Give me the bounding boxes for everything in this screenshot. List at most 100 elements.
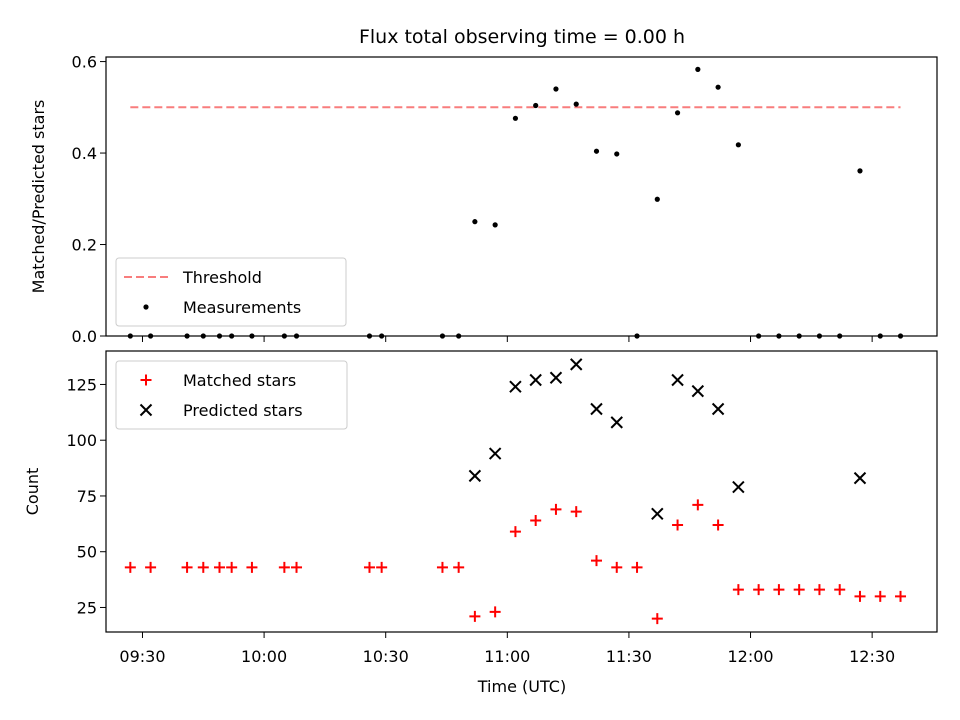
matched-star-point xyxy=(651,613,663,625)
predicted-star-point xyxy=(671,373,684,387)
predicted-star-point xyxy=(651,507,664,521)
predicted-star-point xyxy=(590,402,603,416)
x-tick-label: 10:00 xyxy=(241,647,287,666)
predicted-star-point xyxy=(529,373,542,387)
data-point xyxy=(593,148,600,154)
data-point xyxy=(654,196,660,202)
matched-star-point xyxy=(145,561,157,573)
matched-star-point xyxy=(753,584,765,596)
matched-star-point xyxy=(854,590,866,602)
matched-star-point xyxy=(550,503,562,515)
matched-star-point xyxy=(590,555,602,567)
series-matched-stars xyxy=(124,499,907,625)
data-point xyxy=(512,115,519,121)
top-y-tick-label: 0.4 xyxy=(72,144,97,163)
top-legend: Threshold Measurements xyxy=(115,257,347,327)
bottom-y-tick-label: 125 xyxy=(66,375,97,394)
matched-star-point xyxy=(834,584,846,596)
matched-star-point xyxy=(453,561,465,573)
matched-star-point xyxy=(226,561,238,573)
matched-star-point xyxy=(570,506,582,518)
data-point xyxy=(735,142,741,148)
matched-star-point xyxy=(631,561,643,573)
matched-star-point xyxy=(509,526,521,538)
matched-star-point xyxy=(793,584,805,596)
legend-label: Predicted stars xyxy=(183,401,303,420)
predicted-star-point xyxy=(488,447,502,460)
matched-star-point xyxy=(246,561,258,573)
matched-star-point xyxy=(895,590,907,602)
legend-label: Threshold xyxy=(182,268,262,287)
top-y-tick-label: 0.6 xyxy=(72,53,97,72)
x-tick-label: 10:30 xyxy=(363,647,409,666)
matched-star-point xyxy=(692,499,704,511)
bottom-y-tick-label: 25 xyxy=(77,598,97,617)
data-point xyxy=(857,168,863,174)
matched-star-point xyxy=(376,561,388,573)
matched-star-point xyxy=(469,610,481,622)
matched-star-point xyxy=(773,584,785,596)
matched-star-point xyxy=(813,584,825,596)
legend-label: Measurements xyxy=(183,298,301,317)
data-point xyxy=(472,219,478,225)
predicted-star-point xyxy=(732,480,745,494)
predicted-star-point xyxy=(853,471,867,485)
top-plot-area: 0.0 0.2 0.4 0.6 Threshold Measurements xyxy=(72,53,938,346)
data-point xyxy=(573,101,579,107)
x-tick-label: 11:30 xyxy=(606,647,652,666)
bottom-legend: Matched stars Predicted stars xyxy=(115,360,348,430)
legend-handle-measurements xyxy=(143,304,149,310)
data-point xyxy=(614,151,620,157)
series-measurements xyxy=(127,66,904,339)
predicted-star-point xyxy=(691,384,705,398)
data-point xyxy=(492,222,498,228)
data-point xyxy=(533,102,539,109)
legend-handle-matched-stars xyxy=(140,374,152,386)
predicted-star-point xyxy=(549,371,563,384)
bottom-plot-frame xyxy=(105,350,938,633)
matched-star-point xyxy=(874,590,886,602)
legend-label: Matched stars xyxy=(183,371,296,390)
matched-star-point xyxy=(214,561,226,573)
matched-star-point xyxy=(197,561,209,573)
legend-handle-predicted-stars xyxy=(139,403,153,417)
predicted-star-point xyxy=(570,358,583,371)
matched-star-point xyxy=(712,519,724,531)
legend-box xyxy=(115,360,348,430)
bottom-y-tick-label: 100 xyxy=(66,431,97,450)
legend-box xyxy=(115,257,347,327)
x-tick-label: 11:00 xyxy=(484,647,530,666)
matched-star-point xyxy=(611,561,623,573)
bottom-y-axis-label: Count xyxy=(23,468,42,516)
predicted-star-point xyxy=(509,380,522,393)
top-y-axis-label: Matched/Predicted stars xyxy=(29,100,48,294)
x-axis-label: Time (UTC) xyxy=(477,677,566,696)
matched-star-point xyxy=(363,561,375,573)
predicted-star-point xyxy=(610,416,623,429)
bottom-y-tick-label: 50 xyxy=(77,543,97,562)
data-point xyxy=(674,110,681,116)
x-tick-label: 12:00 xyxy=(727,647,773,666)
series-predicted-stars xyxy=(468,358,867,521)
top-y-tick-label: 0.0 xyxy=(72,327,97,346)
top-y-tick-label: 0.2 xyxy=(72,236,97,255)
bottom-y-tick-label: 75 xyxy=(77,487,97,506)
predicted-star-point xyxy=(468,469,482,483)
matched-star-point xyxy=(278,561,290,573)
matched-star-point xyxy=(436,561,448,573)
x-tick-label: 09:30 xyxy=(119,647,165,666)
data-point xyxy=(695,66,701,72)
matched-star-point xyxy=(124,561,136,573)
chart-title: Flux total observing time = 0.00 h xyxy=(359,26,685,48)
matched-star-point xyxy=(489,606,501,618)
data-point xyxy=(553,86,559,92)
top-plot-frame xyxy=(105,56,938,337)
matched-star-point xyxy=(291,561,303,573)
x-tick-label: 12:30 xyxy=(849,647,895,666)
matched-star-point xyxy=(181,561,193,573)
matched-star-point xyxy=(530,514,542,526)
matched-star-point xyxy=(672,519,684,531)
bottom-plot-area: 25 50 75 100 125 09:30 10:00 10:30 11:00 11:30 12:… xyxy=(66,350,938,666)
